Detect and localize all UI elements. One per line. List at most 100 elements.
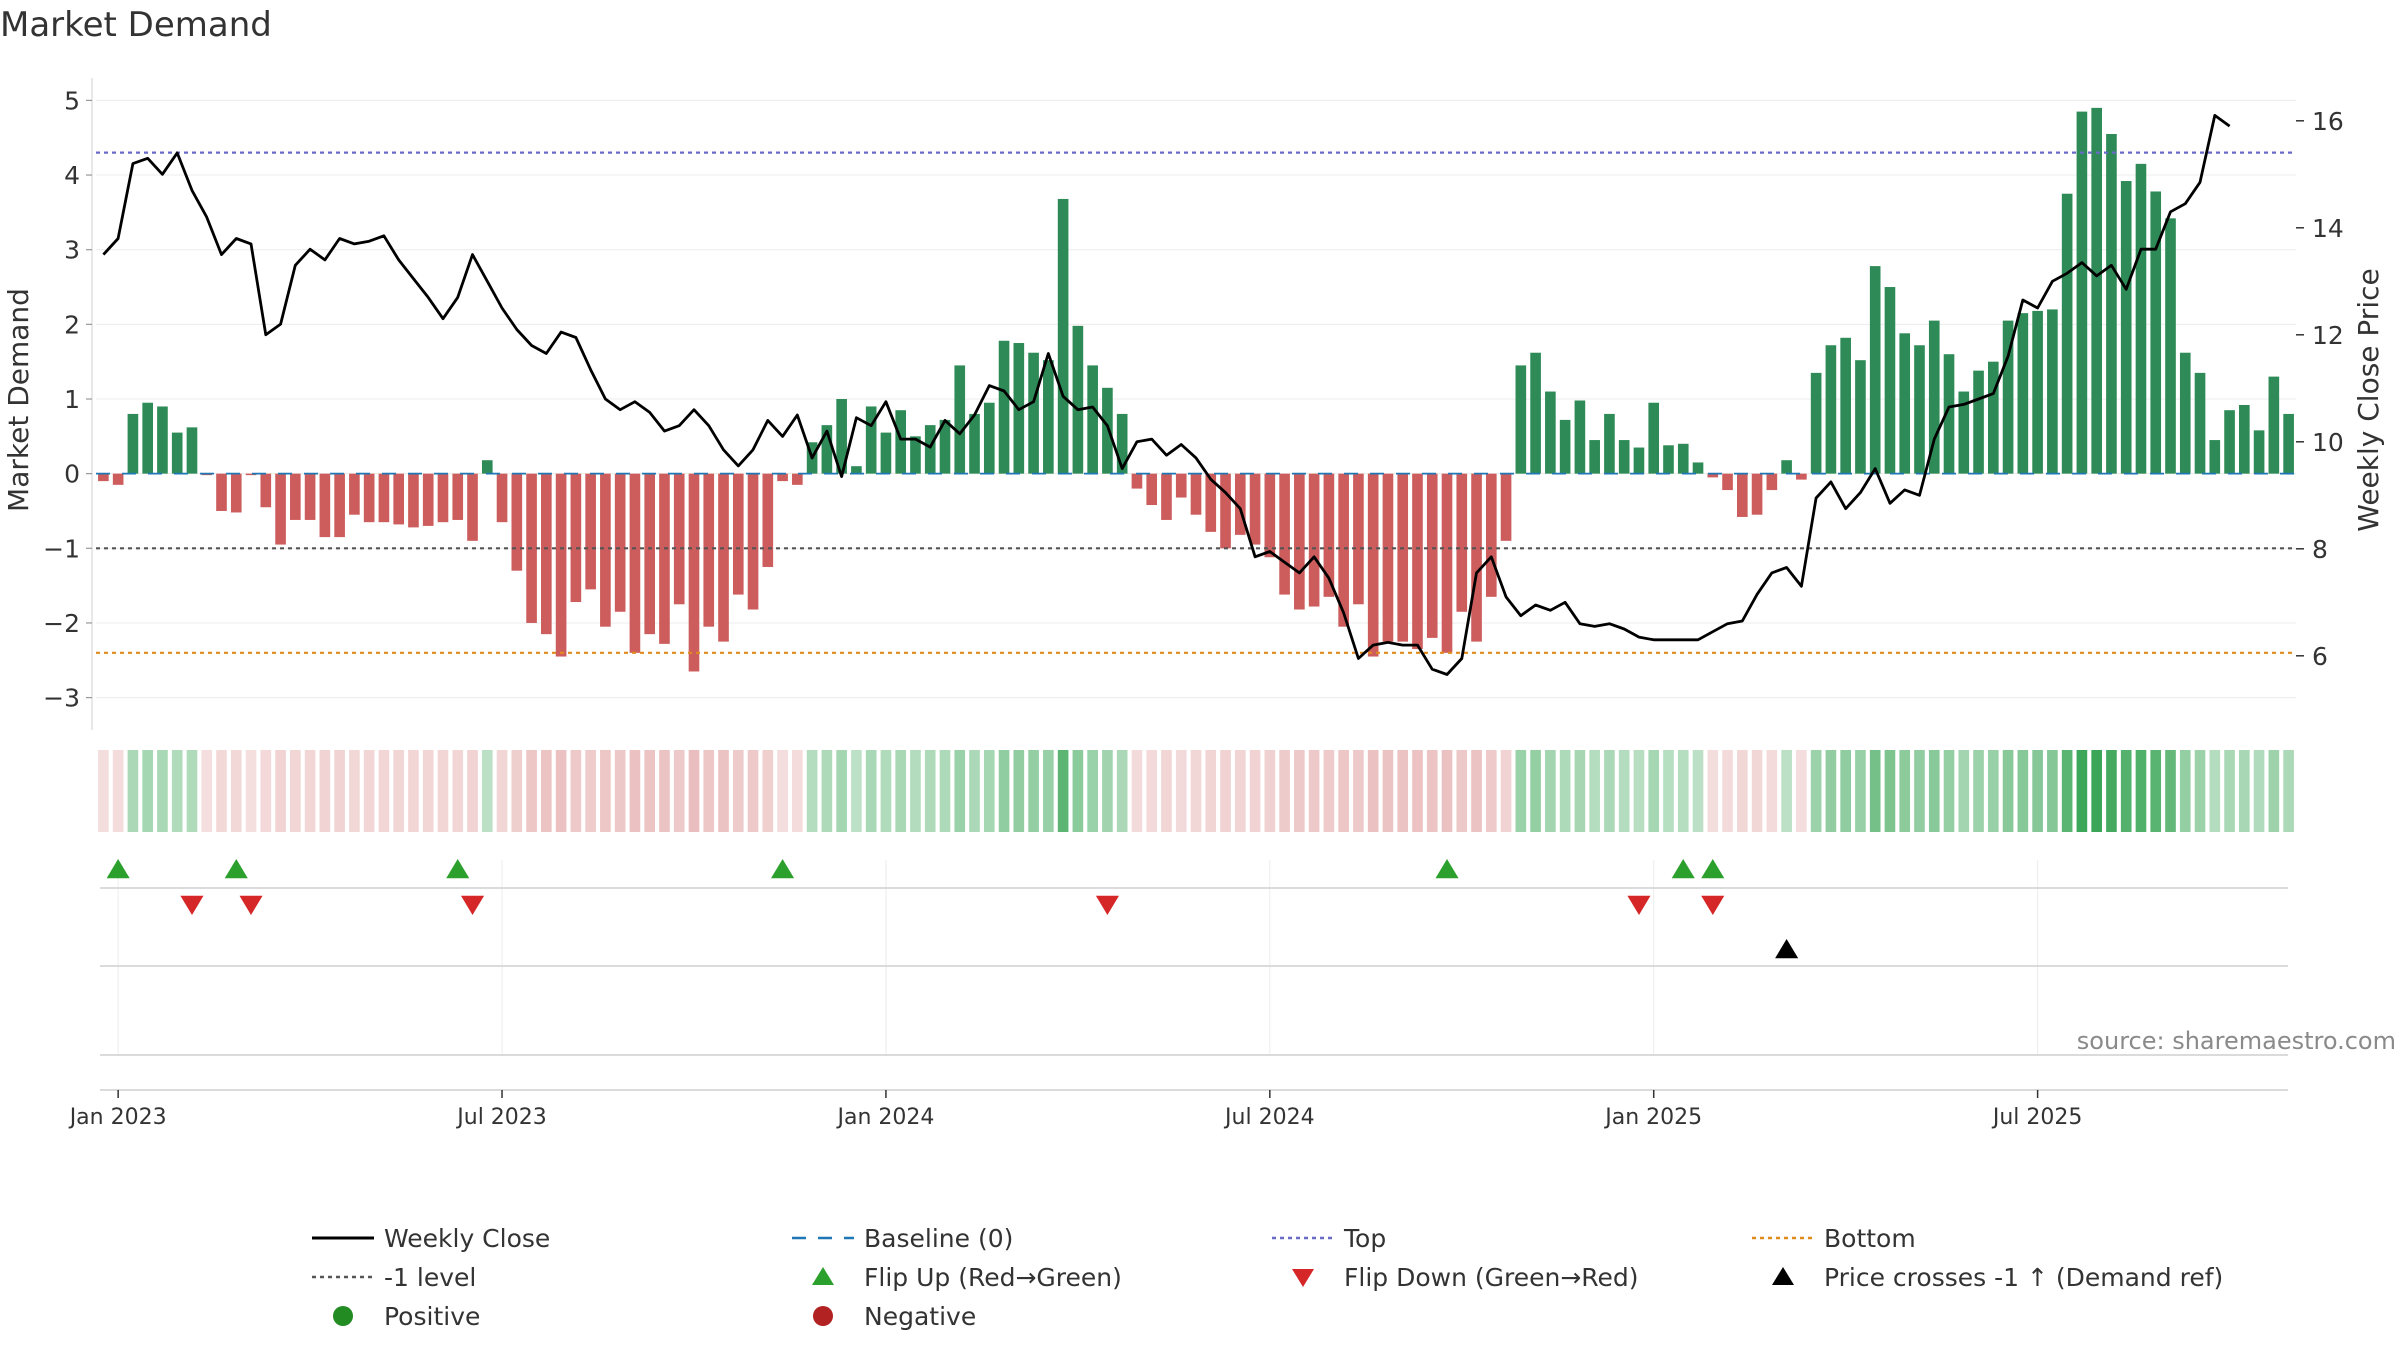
heat-cell <box>290 750 301 832</box>
demand-bar <box>688 473 700 672</box>
demand-bar <box>762 473 774 567</box>
demand-bar <box>1855 360 1866 474</box>
heat-cell <box>2076 750 2088 832</box>
y-tick-label-right: 14 <box>2312 214 2344 243</box>
heat-cell <box>851 750 862 832</box>
heat-cell <box>1323 750 1335 832</box>
heat-cell <box>1264 750 1276 832</box>
demand-bar <box>2179 352 2191 474</box>
demand-bar <box>2106 133 2117 474</box>
demand-bar <box>1973 370 1984 474</box>
source-note: source: sharemaestro.com <box>2077 1027 2396 1055</box>
heat-cell <box>1471 750 1482 832</box>
demand-bar <box>216 473 227 511</box>
heat-cell <box>792 750 803 832</box>
heat-cell <box>1043 750 1054 832</box>
demand-bar <box>1677 443 1689 474</box>
demand-bar <box>275 473 286 545</box>
demand-bar <box>1264 473 1276 558</box>
heat-cell <box>969 750 980 832</box>
heat-cell <box>1840 750 1851 832</box>
demand-bar <box>1441 473 1453 653</box>
demand-bar <box>983 402 995 474</box>
heat-cell <box>408 750 419 832</box>
demand-bar <box>2165 218 2176 474</box>
demand-bar <box>1515 365 1527 474</box>
demand-bar <box>1530 352 1541 474</box>
heat-cell <box>2002 750 2014 832</box>
heat-cell <box>1559 750 1571 832</box>
y-tick-label-left: 4 <box>64 161 80 190</box>
demand-bar <box>585 473 596 590</box>
price-cross-marker <box>1775 939 1799 959</box>
heat-cell <box>1810 750 1822 832</box>
flip-down-marker <box>1627 895 1651 915</box>
demand-bar <box>1604 413 1615 474</box>
demand-bar <box>363 473 375 523</box>
demand-bar <box>2017 313 2029 474</box>
demand-bar <box>600 473 611 627</box>
heat-cell <box>2032 750 2043 832</box>
legend-swatch <box>812 1267 834 1285</box>
demand-bar <box>1618 440 1630 474</box>
heat-cell <box>747 750 759 832</box>
flip-up-marker <box>1671 859 1695 879</box>
demand-bar <box>1589 440 1600 474</box>
demand-bar <box>1279 473 1290 595</box>
demand-bar <box>245 473 257 476</box>
x-tick-label: Jan 2025 <box>1603 1105 1702 1130</box>
demand-bar <box>718 473 729 642</box>
demand-heat-strip <box>98 750 2294 832</box>
heat-cell <box>230 750 242 832</box>
demand-bar <box>1146 473 1158 506</box>
flip-down-marker <box>180 895 204 915</box>
heat-cell <box>762 750 774 832</box>
y-tick-label-left: −2 <box>43 609 80 638</box>
flip-up-marker <box>1701 859 1725 879</box>
demand-bar <box>2061 193 2073 474</box>
demand-bar <box>481 460 493 474</box>
demand-bar <box>2047 309 2058 474</box>
demand-bar <box>511 473 523 571</box>
reference-lines <box>96 151 2296 654</box>
demand-bar <box>614 473 626 612</box>
heat-cell <box>1412 750 1423 832</box>
heat-cell <box>2179 750 2191 832</box>
heat-cell <box>1338 750 1349 832</box>
heat-cell <box>1884 750 1896 832</box>
heat-cell <box>186 750 198 832</box>
demand-bar <box>1471 473 1482 642</box>
chart-title: Market Demand <box>0 5 272 45</box>
heat-cell <box>1530 750 1541 832</box>
heat-cell <box>1633 750 1645 832</box>
demand-bar <box>821 425 833 474</box>
demand-bar <box>1175 473 1187 498</box>
heat-cell <box>334 750 345 832</box>
heat-cell <box>703 750 715 832</box>
heat-cell <box>688 750 700 832</box>
heat-cell <box>1175 750 1187 832</box>
heat-cell <box>924 750 936 832</box>
heat-cell <box>452 750 464 832</box>
heat-cell <box>1382 750 1394 832</box>
heat-cell <box>1456 750 1468 832</box>
flip-up-marker <box>224 859 248 879</box>
heat-cell <box>1249 750 1261 832</box>
heat-cell <box>2239 750 2250 832</box>
heat-cell <box>1943 750 1955 832</box>
demand-bar <box>1308 473 1320 607</box>
flip-down-marker <box>239 895 263 915</box>
demand-bar <box>2283 413 2294 474</box>
heat-cell <box>349 750 360 832</box>
demand-bar <box>910 436 921 474</box>
heat-cell <box>2047 750 2058 832</box>
demand-bar <box>1500 473 1512 541</box>
heat-cell <box>2283 750 2294 832</box>
heat-cell <box>1220 750 1231 832</box>
heat-cell <box>1234 750 1246 832</box>
x-axis-ticks: Jan 2023 Jul 2023 Jan 2024 Jul 2024 Jan 2025… <box>68 1090 2082 1130</box>
flip-up-marker <box>771 859 795 879</box>
heat-cell <box>541 750 552 832</box>
heat-cell <box>1515 750 1527 832</box>
demand-bar <box>836 399 847 474</box>
